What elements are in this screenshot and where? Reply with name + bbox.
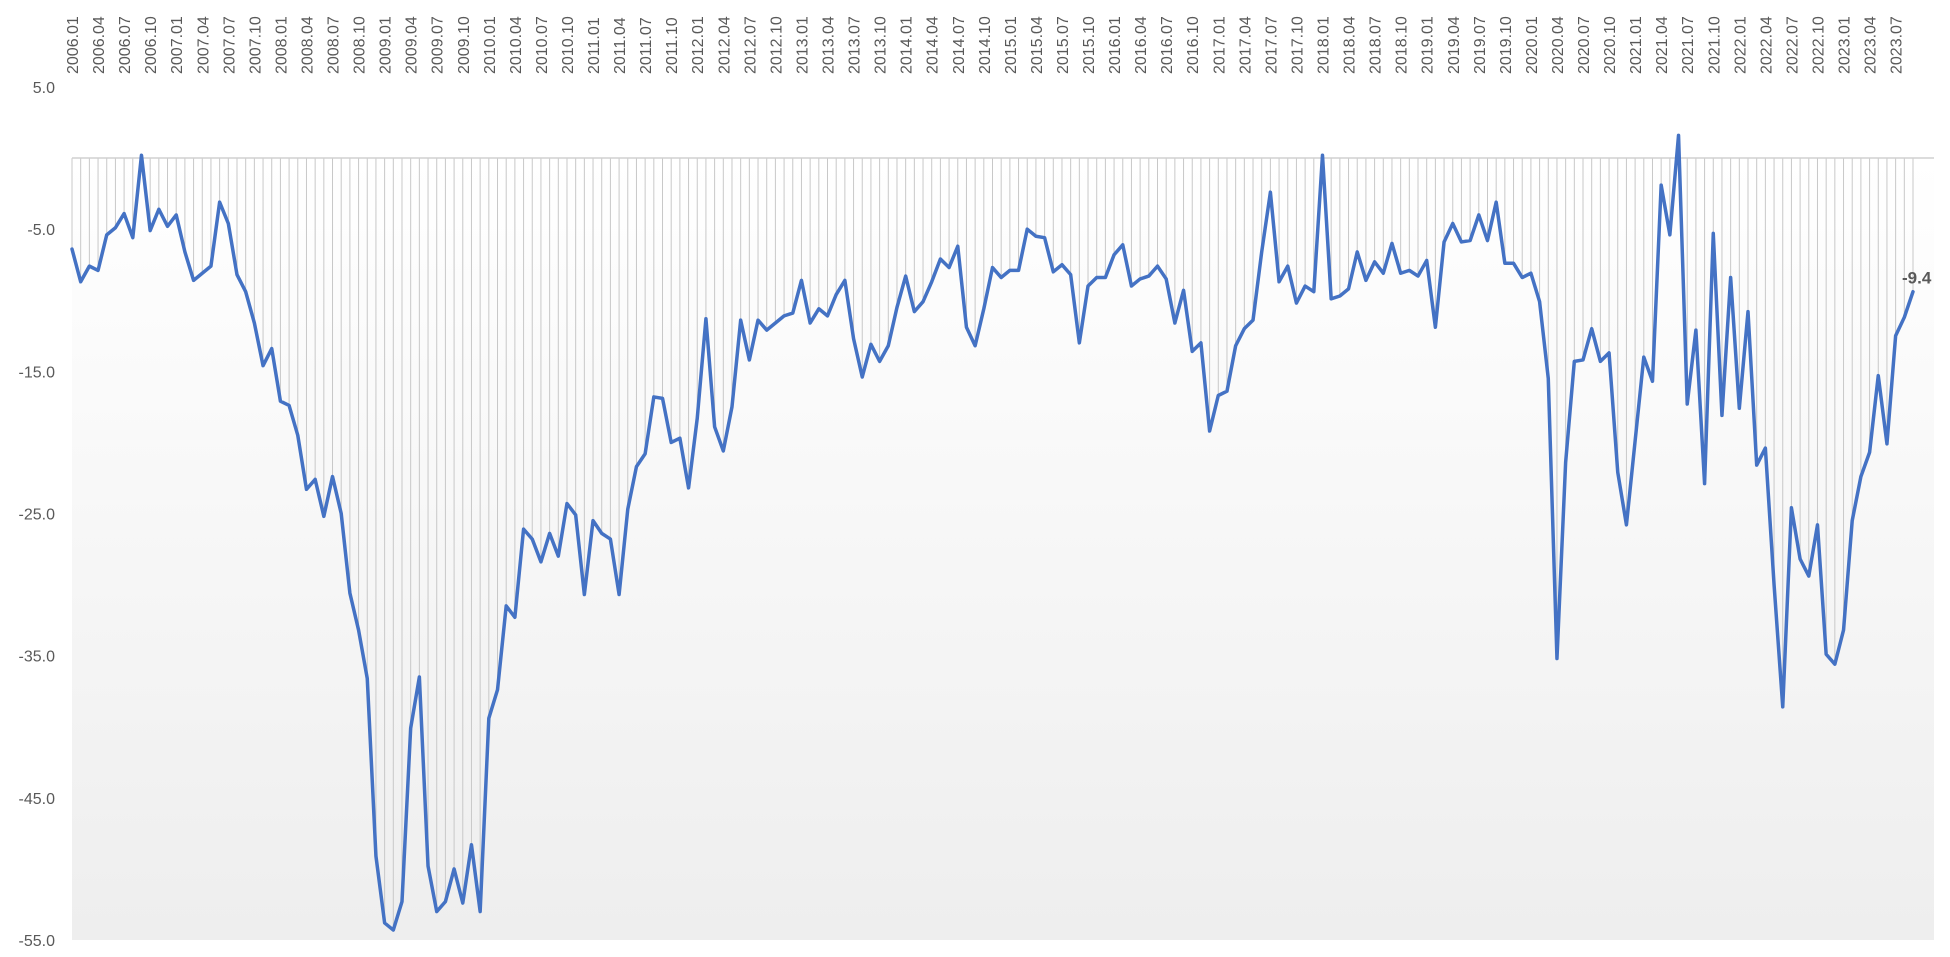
x-tick-label: 2006.10 [143,16,160,74]
x-tick-label: 2021.04 [1654,16,1671,74]
x-tick-label: 2011.01 [586,17,603,74]
x-tick-label: 2006.04 [91,16,108,74]
x-tick-label: 2017.07 [1263,16,1280,74]
x-tick-label: 2016.04 [1133,16,1150,74]
x-tick-label: 2020.10 [1602,16,1619,74]
x-tick-label: 2017.01 [1211,16,1228,74]
y-tick-label: -25.0 [19,507,56,524]
x-tick-label: 2008.01 [273,16,290,74]
x-tick-label: 2023.07 [1889,16,1906,74]
x-tick-label: 2020.04 [1550,16,1567,74]
x-tick-label: 2016.01 [1107,16,1124,74]
x-tick-label: 2010.07 [534,16,551,74]
x-tick-label: 2012.10 [768,16,785,74]
x-tick-label: 2009.01 [378,16,395,74]
x-tick-label: 2012.01 [690,16,707,74]
x-tick-label: 2021.01 [1628,16,1645,74]
x-tick-label: 2006.01 [65,16,82,74]
x-tick-label: 2008.04 [299,16,316,74]
y-tick-label: -55.0 [19,933,56,950]
x-tick-label: 2015.07 [1055,16,1072,74]
series-line [70,133,1915,932]
x-tick-label: 2007.07 [221,16,238,74]
x-tick-label: 2016.10 [1185,16,1202,74]
x-tick-label: 2006.07 [117,16,134,74]
x-tick-label: 2016.07 [1159,16,1176,74]
y-tick-label: 5.0 [33,80,55,97]
x-axis: 2006.01 2006.04 2006.07 2006.10 2007.01 2007.… [65,16,1906,74]
y-tick-label: -5.0 [27,222,55,239]
x-tick-label: 2023.04 [1863,16,1880,74]
x-tick-label: 2020.07 [1576,16,1593,74]
x-tick-label: 2012.04 [716,16,733,74]
x-tick-label: 2015.01 [1003,16,1020,74]
y-axis: 5.0 -5.0 -15.0 -25.0 -35.0 -45.0 -55.0 [19,80,56,950]
x-tick-label: 2010.04 [508,16,525,74]
x-tick-label: 2022.07 [1784,16,1801,74]
x-tick-label: 2011.10 [664,17,681,74]
x-tick-label: 2007.01 [169,16,186,74]
x-tick-label: 2015.10 [1081,16,1098,74]
x-tick-label: 2012.07 [742,16,759,74]
x-tick-label: 2018.10 [1394,16,1411,74]
x-tick-label: 2007.04 [195,16,212,74]
x-tick-label: 2019.07 [1472,16,1489,74]
x-tick-label: 2017.10 [1289,16,1306,74]
x-tick-label: 2014.10 [977,16,994,74]
x-tick-label: 2008.07 [326,16,343,74]
x-tick-label: 2018.01 [1315,16,1332,74]
x-tick-label: 2014.07 [951,16,968,74]
x-tick-label: 2022.10 [1810,16,1827,74]
x-tick-label: 2009.10 [456,16,473,74]
plot-background [72,158,1934,940]
x-tick-label: 2011.07 [638,17,655,74]
x-tick-label: 2023.01 [1837,16,1854,74]
x-tick-label: 2013.04 [821,16,838,74]
x-tick-label: 2019.04 [1446,16,1463,74]
x-tick-label: 2019.01 [1420,16,1437,74]
x-tick-label: 2019.10 [1498,16,1515,74]
x-tick-label: 2014.01 [899,16,916,74]
x-tick-label: 2007.10 [247,16,264,74]
x-tick-label: 2021.10 [1706,16,1723,74]
x-tick-label: 2021.07 [1680,16,1697,74]
x-tick-label: 2022.01 [1732,16,1749,74]
y-tick-label: -15.0 [19,364,56,381]
x-tick-label: 2018.07 [1368,16,1385,74]
x-tick-label: 2009.04 [404,16,421,74]
x-tick-label: 2010.10 [560,16,577,74]
x-tick-label: 2010.01 [482,16,499,74]
x-tick-label: 2009.07 [430,16,447,74]
x-tick-label: 2014.04 [925,16,942,74]
y-tick-label: -45.0 [19,791,56,808]
x-tick-label: 2013.10 [873,16,890,74]
x-tick-label: 2020.01 [1524,16,1541,74]
drop-lines [71,135,1914,931]
x-tick-label: 2013.07 [847,16,864,74]
x-tick-label: 2013.01 [794,16,811,74]
x-tick-label: 2015.04 [1029,16,1046,74]
y-tick-label: -35.0 [19,649,56,666]
x-tick-label: 2011.04 [612,17,629,74]
end-value-label: -9.4 [1902,269,1932,288]
x-tick-label: 2022.04 [1758,16,1775,74]
x-tick-label: 2018.04 [1342,16,1359,74]
x-tick-label: 2017.04 [1237,16,1254,74]
x-tick-label: 2008.10 [352,16,369,74]
